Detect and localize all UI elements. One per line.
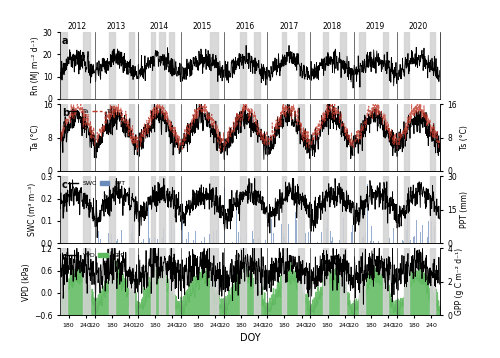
Bar [404,248,409,315]
Bar [240,32,246,99]
Bar [150,176,155,243]
Bar [150,32,155,99]
Bar [109,248,114,315]
Bar [129,248,134,315]
Legend: VPD, GPP: VPD, GPP [67,251,126,259]
Y-axis label: Ta (°C): Ta (°C) [31,125,40,150]
Bar [282,32,286,99]
Bar [159,176,165,243]
Bar [340,176,346,243]
Bar [159,104,165,171]
Bar [169,176,174,243]
Y-axis label: Ts (°C): Ts (°C) [460,125,469,150]
Bar [430,104,434,171]
Bar [360,248,364,315]
Bar [254,248,260,315]
Bar [340,32,346,99]
Bar [360,104,364,171]
Bar [254,176,260,243]
Bar [210,176,218,243]
Text: d: d [62,252,69,262]
Legend: SWC, PPT: SWC, PPT [67,179,127,187]
Bar [159,32,165,99]
Bar [240,104,246,171]
Text: 2016: 2016 [236,22,255,31]
Bar [60,104,67,171]
Bar [129,32,134,99]
Bar [404,104,409,171]
Bar [282,248,286,315]
Bar [324,176,328,243]
Bar [210,104,218,171]
Y-axis label: VPD (kPa): VPD (kPa) [22,263,31,300]
Text: 2013: 2013 [106,22,126,31]
Text: 2012: 2012 [68,22,86,31]
Bar [169,32,174,99]
Bar [298,104,304,171]
Bar [298,248,304,315]
Bar [254,104,260,171]
Text: 2018: 2018 [322,22,342,31]
Bar [324,104,328,171]
Bar [83,32,90,99]
Bar [430,248,434,315]
Legend: Ta, Ts: Ta, Ts [67,107,114,115]
Y-axis label: GPP (g C m⁻² d⁻¹): GPP (g C m⁻² d⁻¹) [456,248,464,315]
Bar [340,104,346,171]
Bar [150,248,155,315]
Text: 2014: 2014 [150,22,169,31]
Bar [83,248,90,315]
Bar [60,32,67,99]
Bar [324,32,328,99]
Bar [340,248,346,315]
Bar [159,248,165,315]
Bar [60,176,67,243]
Bar [129,104,134,171]
Bar [210,248,218,315]
Bar [298,176,304,243]
Bar [383,104,388,171]
Bar [109,104,114,171]
Bar [430,176,434,243]
Bar [298,32,304,99]
Bar [83,104,90,171]
Bar [169,248,174,315]
Text: 2019: 2019 [366,22,384,31]
Bar [282,176,286,243]
Text: 2020: 2020 [408,22,428,31]
Bar [324,248,328,315]
Bar [360,32,364,99]
Bar [383,176,388,243]
Bar [360,176,364,243]
Bar [169,104,174,171]
Text: c: c [62,180,68,190]
Bar [383,32,388,99]
Text: 2017: 2017 [279,22,298,31]
Bar [404,176,409,243]
Bar [109,176,114,243]
Bar [430,32,434,99]
Bar [240,248,246,315]
X-axis label: DOY: DOY [240,333,260,343]
Text: b: b [62,108,69,117]
Bar [404,32,409,99]
Y-axis label: Rn (MJ m⁻² d⁻¹): Rn (MJ m⁻² d⁻¹) [31,36,40,95]
Bar [83,176,90,243]
Text: 2015: 2015 [193,22,212,31]
Bar [60,248,67,315]
Text: a: a [62,35,68,45]
Bar [282,104,286,171]
Y-axis label: SWC (m³ m⁻³): SWC (m³ m⁻³) [28,183,38,236]
Bar [383,248,388,315]
Bar [150,104,155,171]
Bar [240,176,246,243]
Bar [129,176,134,243]
Bar [210,32,218,99]
Bar [254,32,260,99]
Bar [109,32,114,99]
Y-axis label: PPT (mm): PPT (mm) [460,191,469,228]
